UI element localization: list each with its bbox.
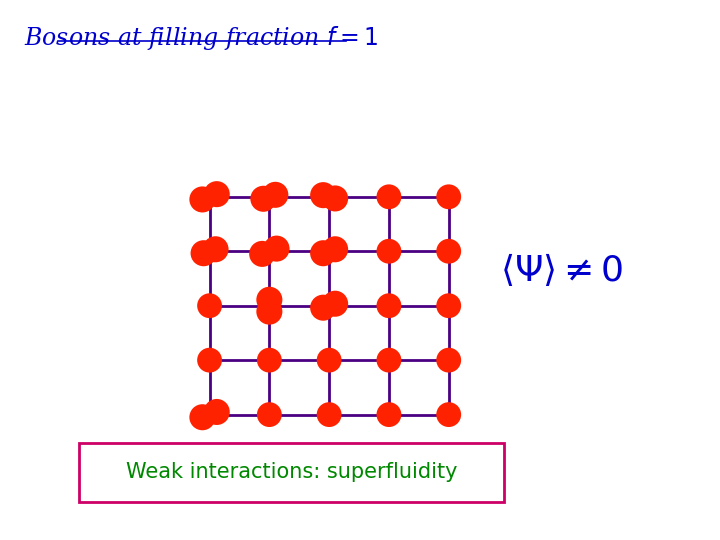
Point: [318, 191, 329, 199]
Point: [329, 245, 341, 254]
Point: [197, 413, 208, 422]
Text: $\langle \Psi \rangle \neq 0$: $\langle \Psi \rangle \neq 0$: [500, 252, 624, 288]
Point: [269, 191, 281, 199]
Point: [271, 244, 282, 253]
Point: [329, 194, 341, 203]
Point: [323, 410, 335, 419]
Point: [383, 301, 395, 310]
Point: [258, 194, 269, 203]
Point: [264, 410, 275, 419]
Point: [204, 301, 215, 310]
Point: [318, 249, 329, 258]
Text: Weak interactions: superfluidity: Weak interactions: superfluidity: [126, 462, 457, 483]
Point: [383, 247, 395, 255]
Point: [383, 356, 395, 364]
Point: [443, 301, 454, 310]
Point: [443, 192, 454, 201]
Point: [264, 295, 275, 304]
Point: [443, 410, 454, 419]
Point: [198, 249, 210, 258]
Point: [383, 410, 395, 419]
Point: [329, 299, 341, 308]
Point: [323, 356, 335, 364]
Point: [383, 192, 395, 201]
Point: [197, 195, 208, 204]
Point: [443, 247, 454, 255]
Point: [264, 307, 275, 316]
Point: [204, 356, 215, 364]
Point: [264, 356, 275, 364]
Point: [211, 408, 222, 416]
Point: [210, 245, 221, 254]
Text: Bosons at filling fraction $f=1$: Bosons at filling fraction $f=1$: [24, 24, 379, 52]
Point: [318, 303, 329, 312]
Point: [211, 190, 222, 199]
Point: [256, 249, 268, 258]
Point: [443, 356, 454, 364]
